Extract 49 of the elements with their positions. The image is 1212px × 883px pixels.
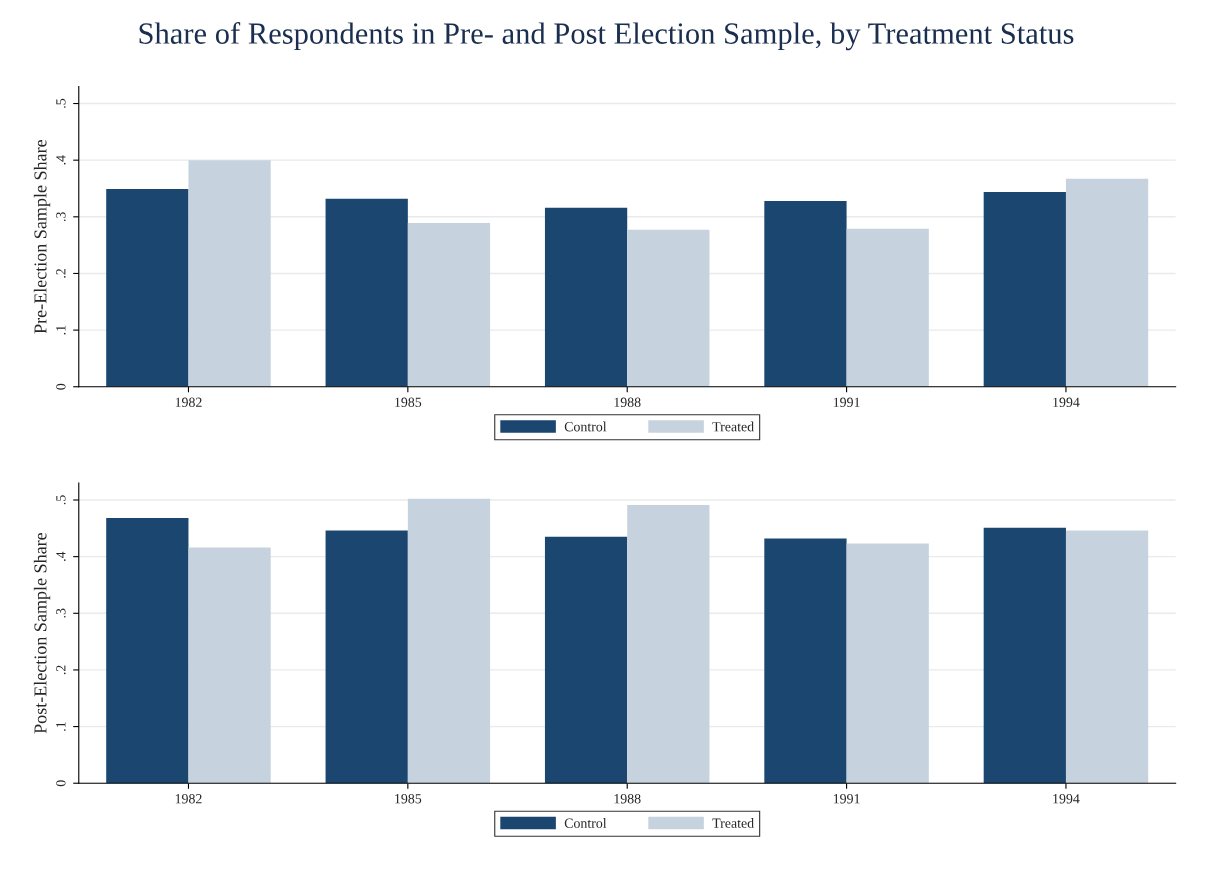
x-tick-label: 1988 — [614, 794, 641, 804]
bar — [544, 207, 628, 387]
y-tick-label: .2 — [56, 665, 66, 675]
y-tick-label: .2 — [56, 269, 66, 278]
bar — [188, 547, 271, 784]
x-tick-label: 1991 — [833, 794, 860, 804]
legend-label: Treated — [712, 818, 754, 828]
bar — [325, 530, 408, 784]
y-tick-label: .3 — [56, 608, 66, 618]
bar — [983, 191, 1066, 387]
x-tick-label: 1994 — [1053, 794, 1080, 804]
bar — [627, 229, 710, 387]
x-tick-label: 1988 — [614, 397, 641, 407]
bar — [325, 198, 408, 387]
legend-label: Treated — [712, 421, 754, 432]
y-tick-label: 0 — [56, 780, 66, 787]
bar — [764, 538, 847, 784]
bar — [1065, 530, 1149, 784]
x-tick-label: 1982 — [175, 794, 202, 804]
bar — [627, 505, 710, 784]
bar — [106, 518, 189, 784]
x-tick-label: 1991 — [833, 397, 860, 407]
y-axis-title: Pre-Election Sample Share — [33, 140, 51, 334]
bar — [983, 527, 1066, 784]
bar — [544, 536, 628, 784]
bar — [764, 200, 847, 387]
y-tick-label: .5 — [56, 495, 66, 505]
bar — [407, 498, 491, 784]
legend-label: Control — [564, 818, 607, 828]
x-tick-label: 1994 — [1053, 397, 1080, 407]
y-tick-label: 0 — [56, 383, 66, 390]
bar — [846, 543, 929, 784]
y-tick-label: .4 — [56, 155, 66, 165]
x-tick-label: 1985 — [395, 794, 422, 804]
y-axis-title: Post-Election Sample Share — [33, 532, 51, 734]
y-tick-label: .1 — [56, 325, 66, 335]
y-tick-label: .3 — [56, 212, 66, 222]
y-tick-label: .1 — [56, 722, 66, 731]
x-tick-label: 1982 — [175, 397, 202, 407]
legend-label: Control — [564, 421, 607, 432]
chart-title: Share of Respondents in Pre- and Post Election Sample, by Treatment Status — [139, 22, 1074, 51]
bar — [846, 228, 929, 387]
bar — [407, 223, 491, 387]
bar — [106, 189, 189, 387]
bar — [1065, 178, 1149, 387]
x-tick-label: 1985 — [395, 397, 422, 407]
y-tick-label: .4 — [56, 551, 66, 561]
bar — [188, 160, 271, 387]
y-tick-label: .5 — [56, 98, 66, 108]
